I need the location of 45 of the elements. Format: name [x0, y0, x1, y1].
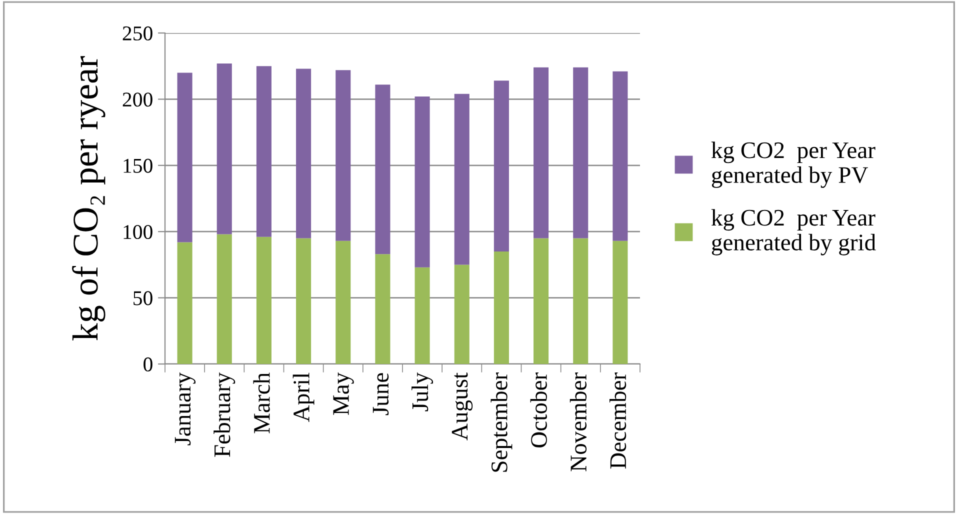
bar: [375, 84, 390, 254]
bar: [573, 67, 588, 238]
bar: [454, 94, 470, 265]
bar: [534, 238, 549, 364]
bar: [216, 63, 232, 234]
bar: [494, 251, 509, 364]
x-tick-label: November: [570, 372, 587, 472]
bar: [612, 240, 628, 364]
x-tick-label: June: [372, 373, 389, 416]
bar: [336, 70, 351, 241]
x-tick-label: July: [412, 372, 434, 412]
x-tick-label: April: [292, 372, 314, 422]
bar: [454, 264, 470, 364]
y-tick-label: 0: [144, 357, 152, 372]
bar: [414, 96, 430, 268]
bar: [296, 68, 312, 238]
bar: [494, 80, 509, 252]
x-tick-label: October: [530, 372, 547, 448]
y-tick-label: 50: [134, 291, 152, 306]
x-tick-label: December: [610, 372, 626, 469]
y-axis-title: kg of CO₂ per ryear: [72, 56, 106, 340]
x-tick-label: May: [333, 372, 354, 415]
y-tick-label: 250: [122, 26, 152, 40]
bar: [216, 234, 232, 364]
bar: [414, 267, 430, 364]
bar: [256, 66, 272, 237]
bar: [375, 254, 390, 364]
x-tick-label: September: [490, 372, 512, 472]
y-tick-label: 100: [124, 224, 152, 240]
bar: [296, 238, 312, 364]
bar: [612, 71, 628, 241]
x-tick-label: February: [214, 372, 236, 457]
bar: [177, 72, 192, 242]
legend-label: kg CO2 per Year generated by PV: [711, 142, 876, 188]
bar: [534, 67, 549, 238]
x-tick-label: January: [174, 372, 196, 446]
bar: [573, 238, 588, 364]
bar: [177, 242, 192, 364]
y-tick-label: 150: [124, 158, 152, 173]
bar: [256, 236, 272, 364]
legend-label: kg CO2 per Year generated by grid: [711, 209, 876, 256]
x-tick-label: March: [253, 372, 270, 434]
y-tick-label: 200: [122, 92, 152, 107]
x-tick-label: August: [452, 372, 473, 440]
bar: [336, 240, 351, 364]
